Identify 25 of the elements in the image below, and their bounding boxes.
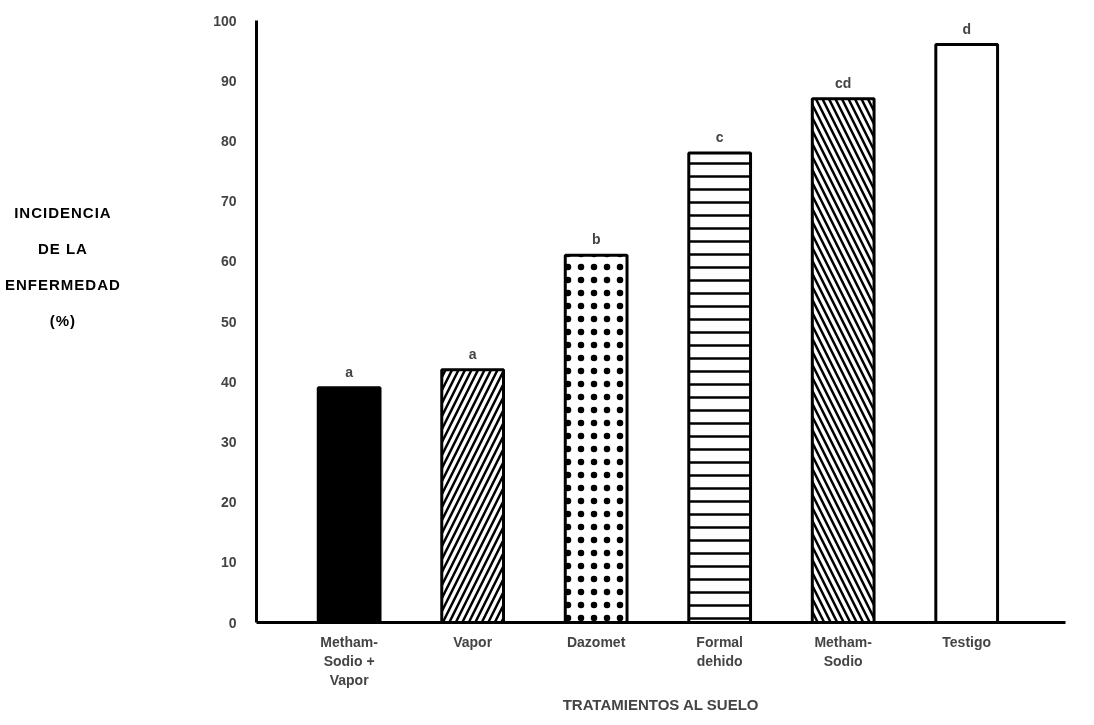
y-tick-label: 80 <box>220 132 237 149</box>
annotation: d <box>962 20 971 37</box>
y-tick-label: 60 <box>220 253 237 270</box>
annotation: a <box>345 363 354 380</box>
x-tick-label: Metham- Sodio <box>814 633 873 669</box>
y-tick-label: 10 <box>220 554 237 571</box>
y-tick-label: 30 <box>220 433 237 450</box>
annotation: c <box>715 128 724 145</box>
x-axis-title: TRATAMIENTOS AL SUELO <box>562 695 759 713</box>
text: INCIDENCIA DE LA ENFERMEDAD (%) <box>5 204 121 329</box>
y-tick-label: 100 <box>213 12 237 29</box>
annotation: cd <box>835 74 852 91</box>
y-tick-label: 0 <box>228 614 237 631</box>
x-tick-label: Vapor <box>453 633 493 650</box>
y-tick-label: 20 <box>220 494 237 511</box>
annotation: a <box>468 345 477 362</box>
x-tick-label: Testigo <box>942 633 992 650</box>
annotation: b <box>591 231 601 248</box>
y-tick-label: 50 <box>220 313 237 330</box>
x-tick-label: Formal dehido <box>696 633 744 669</box>
x-tick-label: Dazomet <box>566 633 626 650</box>
y-tick-label: 90 <box>220 72 237 89</box>
x-tick-label: Metham- Sodio + Vapor <box>320 633 379 688</box>
y-tick-label: 40 <box>220 373 237 390</box>
y-tick-label: 70 <box>220 193 237 210</box>
